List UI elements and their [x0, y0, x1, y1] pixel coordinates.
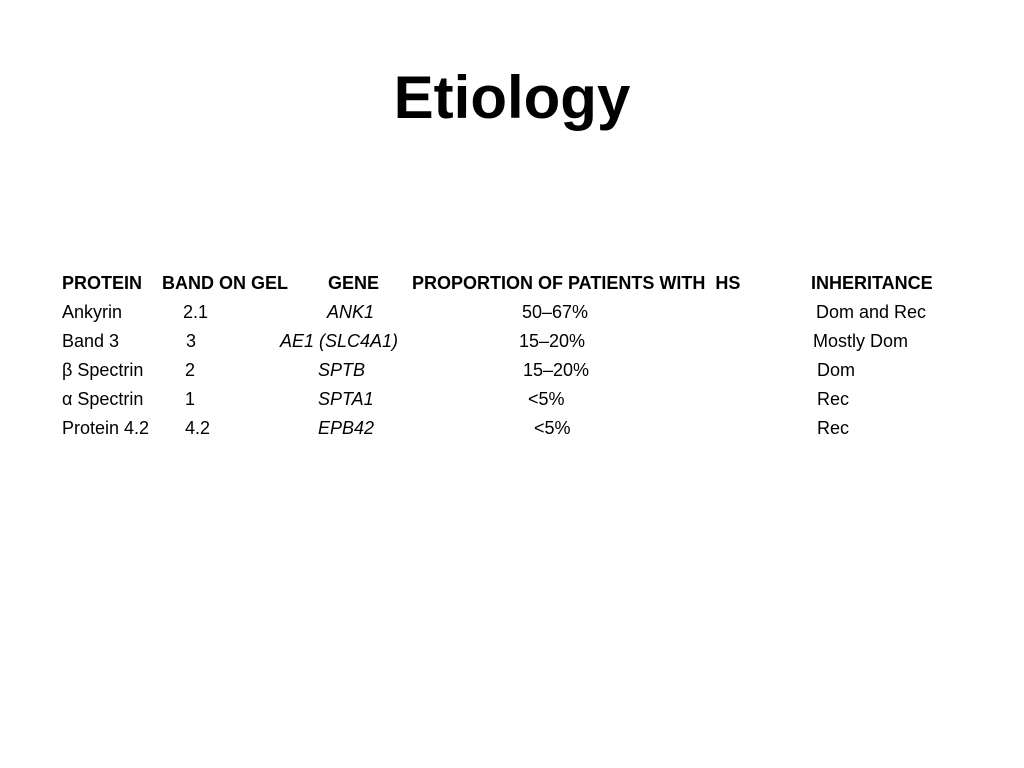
cell-inheritance: Dom: [817, 360, 856, 380]
cell-inheritance: Rec: [817, 389, 850, 409]
cell-band: 4.2: [185, 418, 211, 438]
cell-inheritance: Dom and Rec: [816, 302, 927, 322]
cell-inheritance: Mostly Dom: [813, 331, 909, 351]
cell-proportion: 15–20%: [523, 360, 590, 380]
cell-protein: α Spectrin: [62, 389, 144, 409]
header-proportion: PROPORTION OF PATIENTS WITH HS: [412, 273, 741, 293]
cell-gene: ANK1: [327, 302, 375, 322]
cell-protein: Band 3: [62, 331, 120, 351]
cell-proportion: <5%: [534, 418, 571, 438]
header-protein: PROTEIN: [62, 273, 143, 293]
cell-protein: Protein 4.2: [62, 418, 150, 438]
header-gene: GENE: [328, 273, 380, 293]
cell-protein: Ankyrin: [62, 302, 123, 322]
cell-proportion: <5%: [528, 389, 565, 409]
cell-band: 2.1: [183, 302, 209, 322]
slide-title: Etiology: [393, 64, 631, 131]
cell-gene: EPB42: [318, 418, 375, 438]
header-inheritance: INHERITANCE: [811, 273, 933, 293]
cell-band: 3: [186, 331, 197, 351]
header-band-on-gel: BAND ON GEL: [162, 273, 288, 293]
cell-gene: AE1 (SLC4A1): [280, 331, 399, 351]
cell-gene: SPTA1: [318, 389, 374, 409]
cell-band: 1: [185, 389, 196, 409]
cell-inheritance: Rec: [817, 418, 850, 438]
cell-protein: β Spectrin: [62, 360, 144, 380]
cell-proportion: 15–20%: [519, 331, 586, 351]
cell-gene: SPTB: [318, 360, 366, 380]
cell-proportion: 50–67%: [522, 302, 589, 322]
cell-band: 2: [185, 360, 196, 380]
